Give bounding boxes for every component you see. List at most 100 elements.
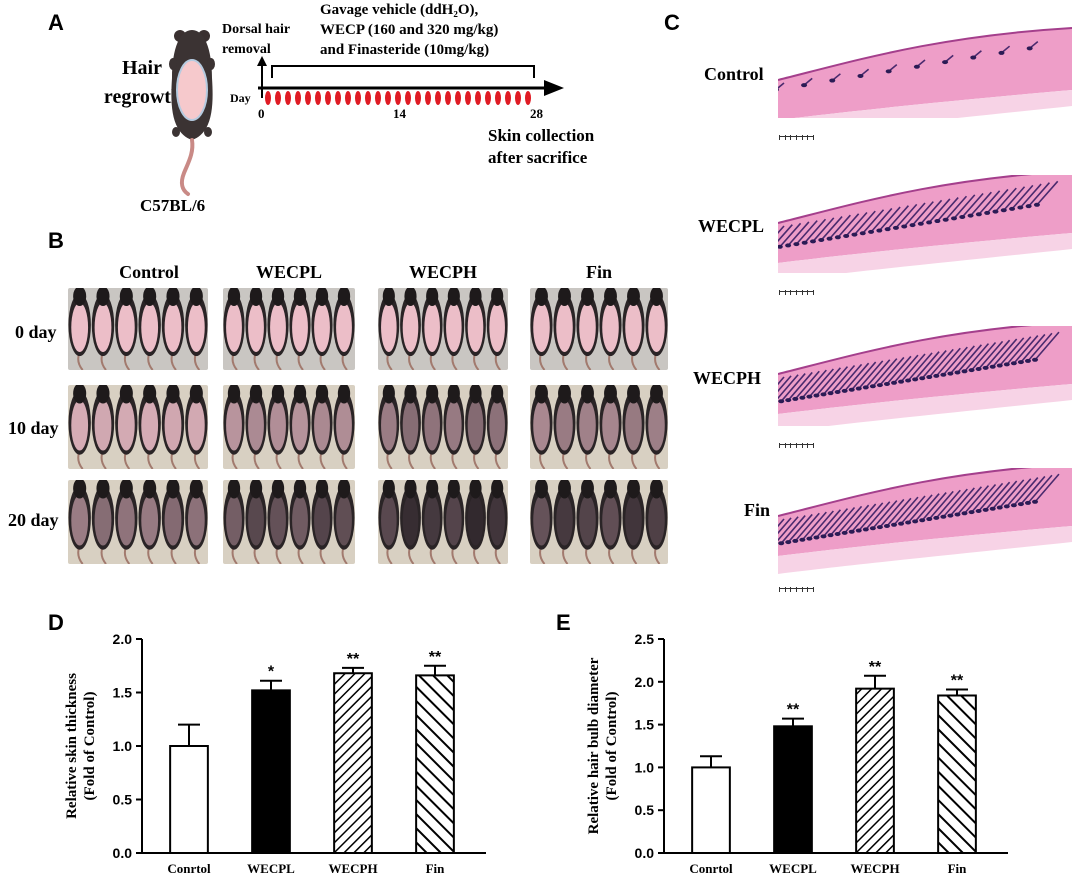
bar-wecph	[333, 672, 373, 854]
gavage-text-line2: WECP (160 and 320 mg/kg)	[320, 22, 499, 38]
gavage-dose-marks	[265, 91, 531, 105]
mouse-photo	[530, 288, 668, 370]
scale-bar	[779, 443, 814, 453]
histology-section	[778, 20, 1072, 118]
y-tick-label: 1.0	[113, 738, 133, 754]
panel-label-a: A	[48, 10, 64, 35]
mouse-photo	[68, 480, 208, 564]
y-tick-label: 0.5	[635, 802, 655, 818]
y-tick-label: 1.5	[113, 685, 133, 701]
gavage-dose-mark	[395, 91, 401, 105]
bar-wecpl	[251, 689, 291, 854]
gavage-dose-mark	[355, 91, 361, 105]
gavage-dose-mark	[385, 91, 391, 105]
gavage-dose-mark	[415, 91, 421, 105]
gavage-dose-mark	[425, 91, 431, 105]
mouse-photo	[530, 480, 668, 564]
gavage-dose-mark	[325, 91, 331, 105]
gavage-dose-mark	[445, 91, 451, 105]
y-tick-label: 1.0	[635, 759, 655, 775]
gavage-dose-mark	[525, 91, 531, 105]
gavage-dose-mark	[365, 91, 371, 105]
day-14-label: 14	[393, 106, 406, 121]
gavage-dose-mark	[465, 91, 471, 105]
gavage-dose-mark	[495, 91, 501, 105]
significance-marker: **	[951, 673, 964, 690]
histology-section	[778, 326, 1072, 426]
panel-label-b: B	[48, 228, 64, 253]
x-tick-label: WECPL	[769, 861, 817, 876]
skin-collection-line2: after sacrifice	[488, 148, 588, 167]
mouse-photo	[223, 385, 355, 469]
mouse-photo	[530, 385, 668, 469]
significance-marker: **	[429, 649, 442, 666]
panel-label-e: E	[556, 610, 571, 635]
y-axis-label: Relative hair bulb diameter	[586, 657, 602, 834]
gavage-dose-mark	[265, 91, 271, 105]
timeline	[257, 56, 564, 105]
bar-conrtol	[691, 766, 731, 854]
row-header-0-day: 0 day	[15, 322, 57, 342]
gavage-dose-mark	[515, 91, 521, 105]
gavage-dose-mark	[405, 91, 411, 105]
x-tick-label: Conrtol	[689, 861, 733, 876]
gavage-text-line1: Gavage vehicle (ddH₂O),	[320, 2, 479, 18]
scale-bar	[779, 135, 814, 145]
x-tick-label: Fin	[948, 861, 968, 876]
chart-skin-thickness: 0.0 0.5 1.0 1.5 2.0 Relative skin thickness (F…	[64, 631, 486, 876]
histology-section	[778, 468, 1072, 578]
y-axis-label-unit: (Fold of Control)	[82, 692, 98, 801]
y-tick-label: 0.5	[113, 792, 133, 808]
gavage-dose-mark	[475, 91, 481, 105]
y-tick-label: 2.0	[113, 631, 133, 647]
mouse-photo	[68, 385, 208, 469]
bar-wecph	[855, 687, 895, 855]
gavage-dose-mark	[315, 91, 321, 105]
significance-marker: **	[787, 702, 800, 719]
histology-label-fin: Fin	[744, 500, 771, 520]
mouse-photo	[68, 288, 208, 370]
x-tick-label: WECPH	[328, 861, 377, 876]
gavage-dose-mark	[505, 91, 511, 105]
bar-fin	[937, 694, 977, 854]
y-tick-label: 1.5	[635, 717, 655, 733]
significance-marker: *	[268, 664, 275, 681]
dorsal-hair-label-line1: Dorsal hair	[222, 22, 291, 37]
gavage-dose-mark	[285, 91, 291, 105]
x-tick-label: Conrtol	[167, 861, 211, 876]
panel-label-d: D	[48, 610, 64, 635]
day-28-label: 28	[530, 106, 543, 121]
gavage-dose-mark	[345, 91, 351, 105]
y-tick-label: 2.5	[635, 631, 655, 647]
y-tick-label: 2.0	[635, 674, 655, 690]
significance-marker: **	[869, 659, 882, 676]
col-header-fin: Fin	[585, 262, 612, 282]
col-header-control: Control	[119, 262, 179, 282]
gavage-dose-mark	[335, 91, 341, 105]
panel-label-c: C	[664, 10, 680, 35]
histology-section	[778, 175, 1072, 273]
y-tick-label: 0.0	[635, 845, 655, 861]
bar-wecpl	[773, 725, 813, 854]
mouse-photo	[223, 288, 355, 370]
scale-bar	[779, 587, 814, 597]
y-axis-label-unit: (Fold of Control)	[604, 692, 620, 801]
gavage-dose-mark	[375, 91, 381, 105]
row-header-10-day: 10 day	[8, 418, 59, 438]
col-header-wecph: WECPH	[408, 262, 477, 282]
mouse-photo	[378, 288, 508, 370]
y-tick-label: 0.0	[113, 845, 133, 861]
gavage-dose-mark	[295, 91, 301, 105]
row-header-20-day: 20 day	[8, 510, 59, 530]
mouse-photo	[223, 480, 355, 564]
bar-conrtol	[169, 745, 209, 854]
x-tick-label: WECPH	[850, 861, 899, 876]
mouse-illustration	[169, 30, 215, 196]
day-0-label: 0	[258, 106, 265, 121]
skin-collection-line1: Skin collection	[488, 126, 595, 145]
mouse-photo	[378, 385, 508, 469]
gavage-dose-mark	[305, 91, 311, 105]
y-axis-label: Relative skin thickness	[64, 673, 80, 819]
gavage-dose-mark	[455, 91, 461, 105]
day-label: Day	[230, 91, 251, 105]
